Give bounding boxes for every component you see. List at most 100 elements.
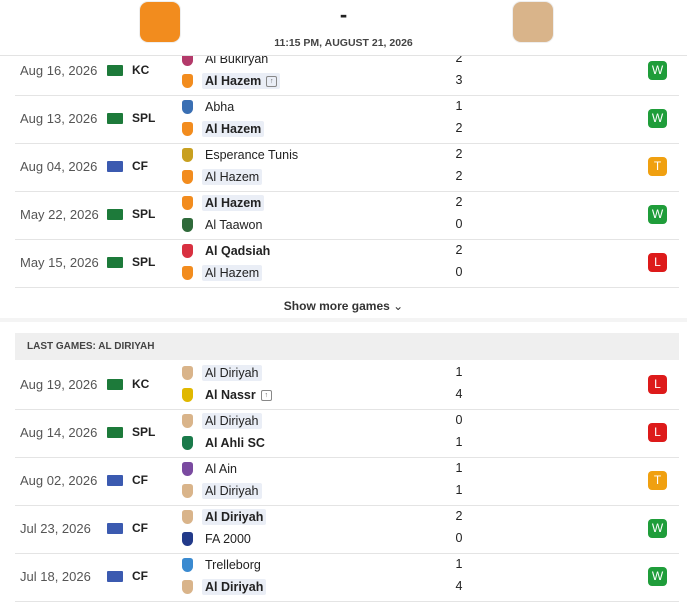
team-logo bbox=[182, 170, 193, 184]
team-score: 0 bbox=[455, 217, 463, 231]
game-date: Jul 23, 2026 bbox=[20, 521, 91, 536]
home-logo bbox=[140, 2, 180, 42]
team-logo bbox=[182, 436, 193, 450]
team-logo bbox=[182, 532, 193, 546]
competition: SPL bbox=[132, 255, 156, 269]
team-score: 4 bbox=[455, 387, 463, 401]
result-badge: L bbox=[648, 253, 667, 272]
team-name[interactable]: FA 2000 bbox=[205, 532, 251, 546]
row-separator bbox=[15, 505, 679, 506]
competition: CF bbox=[132, 473, 148, 487]
team-name[interactable]: Al Qadsiah bbox=[205, 244, 271, 258]
team-name[interactable]: Al Taawon bbox=[205, 218, 263, 232]
row-separator bbox=[15, 409, 679, 410]
team-name[interactable]: Al Hazem bbox=[202, 169, 263, 185]
team-logo bbox=[182, 52, 193, 66]
flag bbox=[107, 65, 123, 76]
team-score: 1 bbox=[455, 435, 463, 449]
row-separator bbox=[15, 95, 679, 96]
flag bbox=[107, 209, 123, 220]
team-logo bbox=[182, 484, 193, 498]
game-date: Aug 16, 2026 bbox=[20, 63, 98, 78]
result-badge: W bbox=[648, 205, 667, 224]
qualified-icon: ↑ bbox=[266, 76, 278, 88]
team-name[interactable]: Abha bbox=[205, 100, 235, 114]
team-name[interactable]: Esperance Tunis bbox=[205, 148, 299, 162]
row-separator bbox=[15, 191, 679, 192]
game-date: Aug 04, 2026 bbox=[20, 159, 98, 174]
team-logo bbox=[182, 122, 193, 136]
game-date: Jul 18, 2026 bbox=[20, 569, 91, 584]
team-name[interactable]: Al Diriyah bbox=[202, 579, 267, 595]
team-score: 1 bbox=[455, 483, 463, 497]
team-name[interactable]: Al Diriyah bbox=[202, 365, 262, 381]
datetime: 11:15 PM, AUGUST 21, 2026 bbox=[274, 37, 413, 49]
team-score: 1 bbox=[455, 461, 463, 475]
team-logo bbox=[182, 196, 193, 210]
team-name[interactable]: Trelleborg bbox=[205, 558, 261, 572]
game-date: Aug 13, 2026 bbox=[20, 111, 98, 126]
game-date: Aug 02, 2026 bbox=[20, 473, 98, 488]
team-name[interactable]: Al Hazem bbox=[202, 265, 263, 281]
team-score: 2 bbox=[455, 509, 463, 523]
team-name[interactable]: Al Diriyah bbox=[202, 413, 262, 429]
result-badge: L bbox=[648, 375, 667, 394]
team-logo bbox=[182, 580, 193, 594]
row-separator bbox=[15, 287, 679, 288]
flag bbox=[107, 379, 123, 390]
away-logo bbox=[513, 2, 553, 42]
team-name[interactable]: Al Hazem bbox=[202, 195, 265, 211]
show-more[interactable]: Show more games ⌄ bbox=[283, 299, 404, 313]
competition: CF bbox=[132, 521, 148, 535]
result-badge: W bbox=[648, 109, 667, 128]
team-logo bbox=[182, 388, 193, 402]
competition: CF bbox=[132, 159, 148, 173]
score: - bbox=[339, 2, 348, 27]
team-score: 1 bbox=[455, 365, 463, 379]
game-date: Aug 19, 2026 bbox=[20, 377, 98, 392]
flag bbox=[107, 427, 123, 438]
result-badge: W bbox=[648, 519, 667, 538]
section-title: LAST GAMES: AL DIRIYAH bbox=[15, 333, 679, 360]
game-date: May 22, 2026 bbox=[20, 207, 99, 222]
competition: KC bbox=[132, 63, 150, 77]
row-separator bbox=[15, 239, 679, 240]
row-separator bbox=[15, 553, 679, 554]
divider bbox=[0, 318, 687, 322]
result-badge: W bbox=[648, 567, 667, 586]
team-score: 2 bbox=[455, 121, 463, 135]
flag bbox=[107, 475, 123, 486]
team-score: 3 bbox=[455, 73, 463, 87]
team-score: 2 bbox=[455, 169, 463, 183]
match-header: - 11:15 PM, AUGUST 21, 2026 bbox=[0, 0, 687, 56]
qualified-icon: ↑ bbox=[260, 390, 272, 402]
flag bbox=[107, 571, 123, 582]
chevron: ⌄ bbox=[393, 299, 404, 313]
flag bbox=[107, 523, 123, 534]
team-score: 4 bbox=[455, 579, 463, 593]
team-name[interactable]: Al Ain bbox=[205, 462, 237, 476]
team-name[interactable]: Al Hazem bbox=[202, 121, 265, 137]
team-score: 0 bbox=[455, 413, 463, 427]
result-badge: L bbox=[648, 423, 667, 442]
team-logo bbox=[182, 74, 193, 88]
team-name[interactable]: Al Nassr ↑ bbox=[202, 387, 275, 403]
team-logo bbox=[182, 510, 193, 524]
competition: KC bbox=[132, 377, 150, 391]
team-name[interactable]: Al Hazem ↑ bbox=[202, 73, 281, 89]
team-score: 2 bbox=[455, 51, 463, 65]
team-name[interactable]: Al Diriyah bbox=[202, 483, 262, 499]
team-name[interactable]: Al Ahli SC bbox=[205, 436, 265, 450]
game-date: Aug 14, 2026 bbox=[20, 425, 98, 440]
flag bbox=[107, 257, 123, 268]
team-logo bbox=[182, 244, 193, 258]
team-logo bbox=[182, 218, 193, 232]
team-name[interactable]: Al Diriyah bbox=[202, 509, 267, 525]
competition: SPL bbox=[132, 425, 156, 439]
competition: CF bbox=[132, 569, 148, 583]
team-logo bbox=[182, 366, 193, 380]
result-badge: W bbox=[648, 61, 667, 80]
team-logo bbox=[182, 148, 193, 162]
team-score: 1 bbox=[455, 557, 463, 571]
